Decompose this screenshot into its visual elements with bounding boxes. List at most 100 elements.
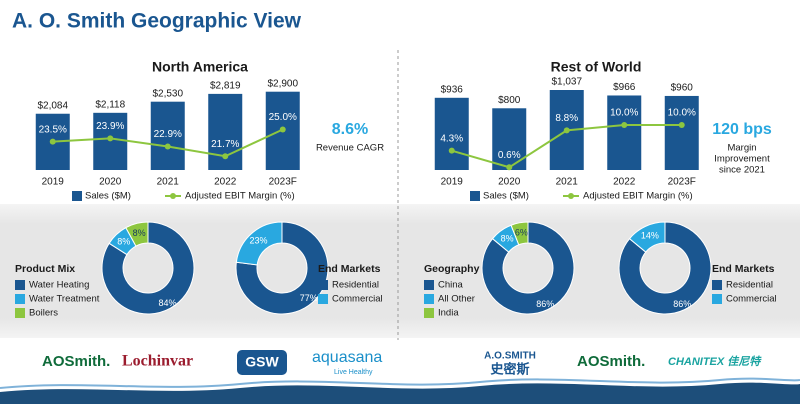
slice-label: 84% bbox=[159, 298, 177, 308]
slice-label: 8% bbox=[501, 234, 514, 244]
bar bbox=[664, 95, 699, 170]
margin-dot bbox=[222, 153, 229, 160]
donut-slice bbox=[481, 221, 575, 315]
legend-swatch bbox=[15, 308, 25, 318]
margin-dot bbox=[107, 135, 114, 142]
legend-swatch bbox=[712, 280, 722, 290]
annotation-value: 120 bps bbox=[712, 121, 772, 138]
margin-label: 0.6% bbox=[498, 150, 521, 161]
x-tick-label: 2020 bbox=[99, 177, 122, 188]
margin-label: 10.0% bbox=[610, 108, 638, 119]
margin-dot bbox=[164, 143, 171, 150]
margin-label: 23.9% bbox=[96, 121, 124, 132]
bar-label: $2,084 bbox=[37, 100, 68, 111]
legend-label: Boilers bbox=[29, 308, 58, 319]
bar-label: $800 bbox=[498, 95, 521, 106]
logo: AOSmith. bbox=[42, 353, 110, 370]
slice-label: 8% bbox=[117, 236, 130, 246]
wave bbox=[0, 382, 800, 404]
slice-label: 6% bbox=[515, 228, 528, 238]
logo: CHANITEX 佳尼特 bbox=[668, 355, 762, 368]
logo: AOSmith. bbox=[577, 353, 645, 370]
chart-title: Rest of World bbox=[551, 59, 642, 75]
legend-swatch bbox=[424, 280, 434, 290]
legend-title: Geography bbox=[424, 263, 480, 275]
donut-slice bbox=[101, 221, 195, 315]
bar-label: $960 bbox=[671, 83, 694, 94]
margin-dot bbox=[506, 164, 513, 171]
x-tick-label: 2020 bbox=[498, 177, 521, 188]
annotation-text: Margin bbox=[727, 143, 756, 154]
logo: aquasana bbox=[312, 349, 382, 366]
margin-dot bbox=[49, 138, 56, 145]
wave-line bbox=[0, 377, 800, 389]
slice-label: 23% bbox=[250, 236, 268, 246]
margin-dot bbox=[563, 127, 570, 134]
legend-label: Water Treatment bbox=[29, 294, 100, 305]
legend-label: Commercial bbox=[332, 294, 383, 305]
legend-title: End Markets bbox=[712, 263, 775, 275]
x-tick-label: 2019 bbox=[441, 177, 464, 188]
annotation-value: 8.6% bbox=[332, 121, 368, 138]
legend-label: All Other bbox=[438, 294, 475, 305]
legend-dot bbox=[170, 193, 176, 199]
legend-title: Product Mix bbox=[15, 263, 75, 275]
donut-slice bbox=[125, 221, 149, 247]
legend-label: Commercial bbox=[726, 294, 777, 305]
page-title: A. O. Smith Geographic View bbox=[12, 10, 302, 33]
legend-label: Sales ($M) bbox=[483, 191, 529, 202]
donut-slice bbox=[510, 221, 529, 246]
legend-label: Adjusted EBIT Margin (%) bbox=[185, 191, 295, 202]
margin-label: 8.8% bbox=[555, 113, 578, 124]
margin-label: 21.7% bbox=[211, 139, 239, 150]
x-tick-label: 2022 bbox=[214, 177, 237, 188]
donut-slice bbox=[235, 221, 329, 315]
chart-title: North America bbox=[152, 59, 248, 75]
legend-label: China bbox=[438, 280, 464, 291]
logo-badge bbox=[237, 350, 287, 375]
legend-swatch bbox=[318, 280, 328, 290]
slice-label: 86% bbox=[536, 299, 554, 309]
legend-swatch bbox=[15, 294, 25, 304]
slice-label: 14% bbox=[641, 230, 659, 240]
bar-label: $2,118 bbox=[95, 99, 125, 110]
legend-label: Water Heating bbox=[29, 280, 89, 291]
margin-dot bbox=[678, 122, 685, 128]
x-tick-label: 2023F bbox=[269, 177, 297, 188]
slice-label: 77% bbox=[300, 293, 318, 303]
bar bbox=[607, 95, 642, 170]
bar-label: $2,900 bbox=[267, 78, 298, 89]
legend-label: Residential bbox=[332, 280, 379, 291]
legend-swatch bbox=[318, 294, 328, 304]
slice-label: 8% bbox=[133, 228, 146, 238]
legend-dot bbox=[568, 193, 574, 199]
bar-label: $936 bbox=[441, 84, 464, 95]
legend-swatch bbox=[712, 294, 722, 304]
margin-dot bbox=[448, 147, 455, 154]
margin-label: 10.0% bbox=[668, 108, 696, 119]
legend-label: Residential bbox=[726, 280, 773, 291]
margin-label: 23.5% bbox=[39, 124, 67, 135]
logo: Lochinvar bbox=[122, 353, 193, 370]
margin-dot bbox=[279, 126, 286, 133]
x-tick-label: 2023F bbox=[668, 177, 696, 188]
bar-label: $2,819 bbox=[210, 81, 241, 92]
logo: GSW bbox=[245, 354, 279, 370]
x-tick-label: 2021 bbox=[556, 177, 579, 188]
bar bbox=[150, 101, 185, 170]
legend-swatch bbox=[15, 280, 25, 290]
logo: A.O.SMITH bbox=[484, 351, 536, 362]
legend-label: India bbox=[438, 308, 459, 319]
donut-slice bbox=[235, 221, 283, 266]
legend-swatch bbox=[470, 191, 480, 201]
x-tick-label: 2022 bbox=[613, 177, 636, 188]
slice-label: 86% bbox=[673, 299, 691, 309]
annotation-text: Revenue CAGR bbox=[316, 143, 384, 154]
legend-swatch bbox=[424, 308, 434, 318]
margin-label: 22.9% bbox=[154, 129, 182, 140]
legend-swatch bbox=[72, 191, 82, 201]
annotation-text: since 2021 bbox=[719, 165, 765, 176]
bar-label: $1,037 bbox=[551, 77, 582, 88]
